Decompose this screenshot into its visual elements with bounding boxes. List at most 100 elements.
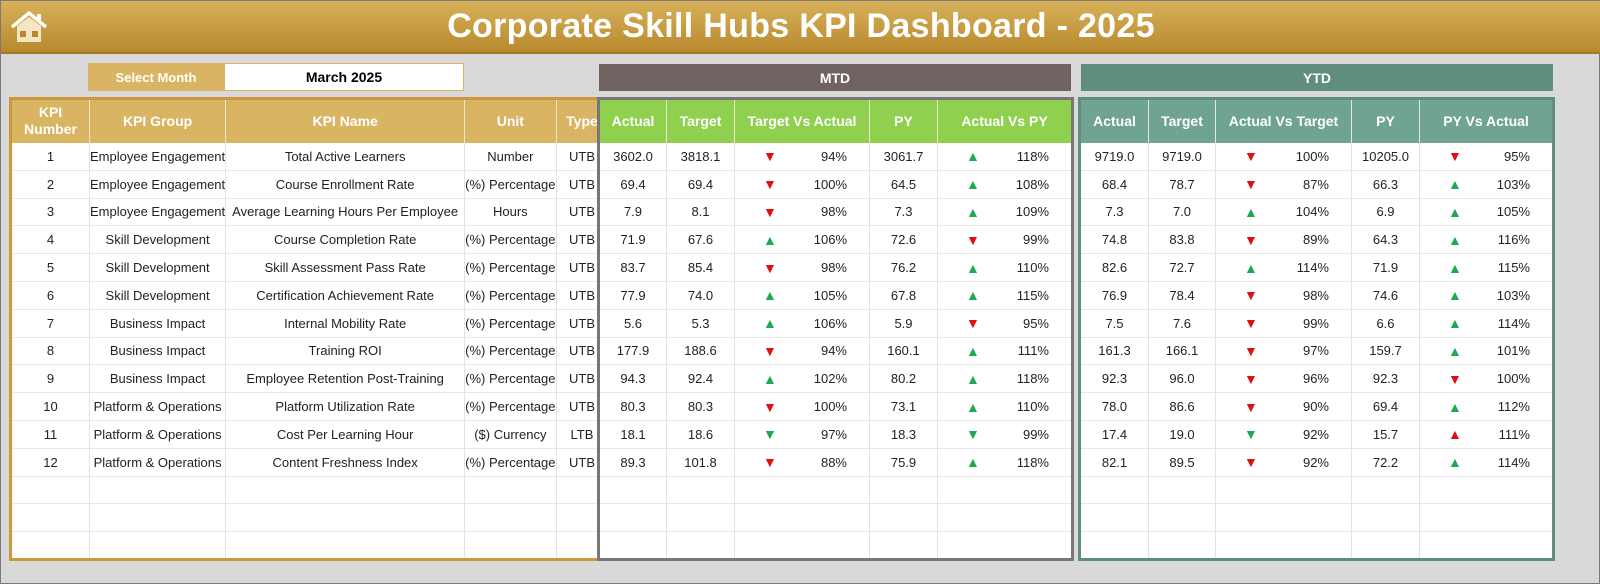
- kpi-name: Employee Retention Post-Training: [225, 364, 466, 394]
- target-comparison: ▼ 94%: [734, 142, 870, 171]
- actual-value: 82.1: [1079, 448, 1149, 477]
- actual-value: 77.9: [598, 281, 667, 310]
- py-value: 67.8: [869, 281, 938, 310]
- target-value: 3818.1: [666, 142, 735, 171]
- empty-cell: [937, 476, 1073, 505]
- target-value: 7.6: [1148, 309, 1216, 338]
- percent-value: 94%: [820, 343, 847, 359]
- target-value: 166.1: [1148, 337, 1216, 366]
- target-comparison: ▼ 100%: [734, 170, 870, 199]
- empty-row: [10, 531, 610, 560]
- table-row: 5 Skill Development Skill Assessment Pas…: [10, 253, 610, 282]
- empty-row: [598, 476, 1073, 505]
- target-value: 80.3: [666, 392, 735, 421]
- unit-text: Percentage (%): [465, 287, 556, 303]
- kpi-group: Business Impact: [89, 364, 227, 394]
- py-value: 92.3: [1351, 364, 1420, 394]
- empty-cell: [1148, 503, 1216, 533]
- actual-value: 80.3: [598, 392, 667, 421]
- unit-text: Number: [487, 148, 534, 164]
- percent-value: 100%: [1496, 371, 1530, 387]
- kpi-unit: Number: [464, 142, 557, 171]
- empty-row: [1079, 531, 1554, 560]
- percent-value: 90%: [1302, 399, 1329, 415]
- actual-value: 94.3: [598, 364, 667, 394]
- triangle-up-icon: ▲: [1244, 203, 1258, 220]
- target-comparison: ▼ 97%: [734, 420, 870, 449]
- triangle-down-icon: ▼: [966, 231, 980, 248]
- unit-text: Currency ($): [474, 426, 547, 442]
- kpi-unit: Percentage (%): [464, 281, 557, 310]
- empty-cell: [734, 476, 870, 505]
- target-comparison: ▼ 87%: [1215, 170, 1352, 199]
- kpi-unit: Percentage (%): [464, 170, 557, 199]
- column-header: PY: [1351, 98, 1420, 143]
- table-row: 9 Business Impact Employee Retention Pos…: [10, 364, 610, 394]
- empty-cell: [1079, 476, 1149, 505]
- kpi-group: Platform & Operations: [89, 392, 227, 421]
- py-comparison: ▲ 110%: [937, 392, 1073, 421]
- empty-cell: [1215, 503, 1352, 533]
- target-comparison: ▲ 106%: [734, 309, 870, 338]
- empty-cell: [598, 476, 667, 505]
- table-row: 161.3 166.1 ▼ 97% 159.7 ▲ 101%: [1079, 337, 1554, 366]
- header-row: KPI Number KPI Group KPI Name Unit Type: [10, 98, 610, 143]
- actual-value: 9719.0: [1079, 142, 1149, 171]
- target-comparison: ▲ 106%: [734, 225, 870, 255]
- py-comparison: ▲ 118%: [937, 448, 1073, 477]
- unit-text: Percentage (%): [465, 176, 556, 192]
- kpi-name: Course Enrollment Rate: [225, 170, 466, 199]
- triangle-down-icon: ▼: [1448, 370, 1462, 387]
- target-value: 67.6: [666, 225, 735, 255]
- percent-value: 89%: [1302, 232, 1329, 248]
- table-row: 89.3 101.8 ▼ 88% 75.9 ▲ 118%: [598, 448, 1073, 477]
- percent-value: 110%: [1016, 399, 1049, 415]
- kpi-unit: Percentage (%): [464, 364, 557, 394]
- kpi-number: 4: [10, 225, 90, 255]
- actual-value: 82.6: [1079, 253, 1149, 282]
- column-header: Actual Vs PY: [937, 98, 1073, 143]
- kpi-unit: Percentage (%): [464, 253, 557, 282]
- month-selector[interactable]: March 2025: [224, 63, 464, 91]
- empty-cell: [225, 503, 466, 533]
- target-value: 89.5: [1148, 448, 1216, 477]
- target-comparison: ▼ 100%: [1215, 142, 1352, 171]
- py-comparison: ▼ 100%: [1419, 364, 1554, 394]
- kpi-number: 1: [10, 142, 90, 171]
- kpi-unit: Currency ($): [464, 420, 557, 449]
- kpi-group: Business Impact: [89, 309, 227, 338]
- target-comparison: ▼ 98%: [1215, 281, 1352, 310]
- target-value: 101.8: [666, 448, 735, 477]
- triangle-down-icon: ▼: [763, 342, 777, 359]
- actual-value: 78.0: [1079, 392, 1149, 421]
- table-row: 76.9 78.4 ▼ 98% 74.6 ▲ 103%: [1079, 281, 1554, 310]
- table-row: 3 Employee Engagement Average Learning H…: [10, 198, 610, 227]
- py-value: 66.3: [1351, 170, 1420, 199]
- table-row: 68.4 78.7 ▼ 87% 66.3 ▲ 103%: [1079, 170, 1554, 199]
- kpi-number: 6: [10, 281, 90, 310]
- table-row: 17.4 19.0 ▼ 92% 15.7 ▲ 111%: [1079, 420, 1554, 449]
- py-value: 73.1: [869, 392, 938, 421]
- percent-value: 99%: [1022, 232, 1049, 248]
- empty-cell: [464, 531, 557, 560]
- kpi-unit: Percentage (%): [464, 392, 557, 421]
- triangle-down-icon: ▼: [763, 454, 777, 471]
- table-row: 82.1 89.5 ▼ 92% 72.2 ▲ 114%: [1079, 448, 1554, 477]
- py-comparison: ▼ 99%: [937, 420, 1073, 449]
- home-icon[interactable]: [9, 9, 49, 45]
- kpi-number: 3: [10, 198, 90, 227]
- triangle-up-icon: ▲: [1448, 176, 1462, 193]
- triangle-down-icon: ▼: [763, 398, 777, 415]
- column-header: Target Vs Actual: [734, 98, 870, 143]
- column-header: KPI Name: [225, 98, 466, 143]
- ytd-table: Actual Target Actual Vs Target PY PY Vs Actu…: [1078, 97, 1555, 561]
- percent-value: 106%: [813, 232, 847, 248]
- kpi-number: 10: [10, 392, 90, 421]
- py-value: 6.9: [1351, 198, 1420, 227]
- triangle-up-icon: ▲: [966, 342, 980, 359]
- py-comparison: ▲ 114%: [1419, 309, 1554, 338]
- py-value: 75.9: [869, 448, 938, 477]
- actual-value: 7.9: [598, 198, 667, 227]
- py-value: 18.3: [869, 420, 938, 449]
- percent-value: 111%: [1017, 343, 1049, 359]
